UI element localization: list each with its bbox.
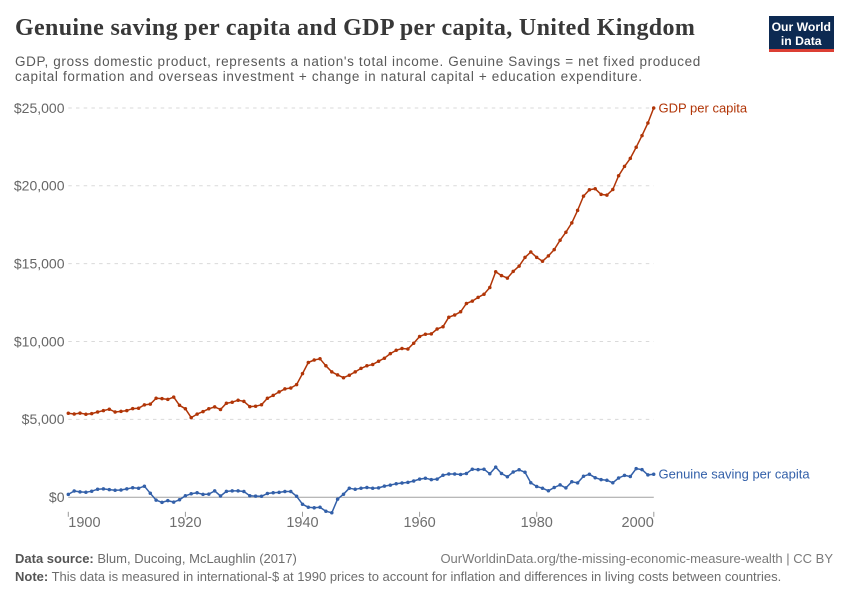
svg-text:GDP per capita: GDP per capita [659, 100, 748, 115]
svg-text:$20,000: $20,000 [14, 178, 65, 194]
svg-text:$25,000: $25,000 [14, 100, 65, 116]
svg-text:1980: 1980 [521, 515, 553, 531]
svg-text:$15,000: $15,000 [14, 256, 65, 272]
svg-text:$10,000: $10,000 [14, 333, 65, 349]
svg-text:1920: 1920 [169, 515, 201, 531]
svg-text:2000: 2000 [622, 515, 654, 531]
svg-text:1940: 1940 [286, 515, 318, 531]
svg-text:1900: 1900 [68, 515, 100, 531]
svg-text:$0: $0 [49, 489, 65, 505]
svg-text:1960: 1960 [403, 515, 435, 531]
svg-text:$5,000: $5,000 [22, 411, 65, 427]
svg-text:Genuine saving per capita: Genuine saving per capita [659, 467, 811, 482]
